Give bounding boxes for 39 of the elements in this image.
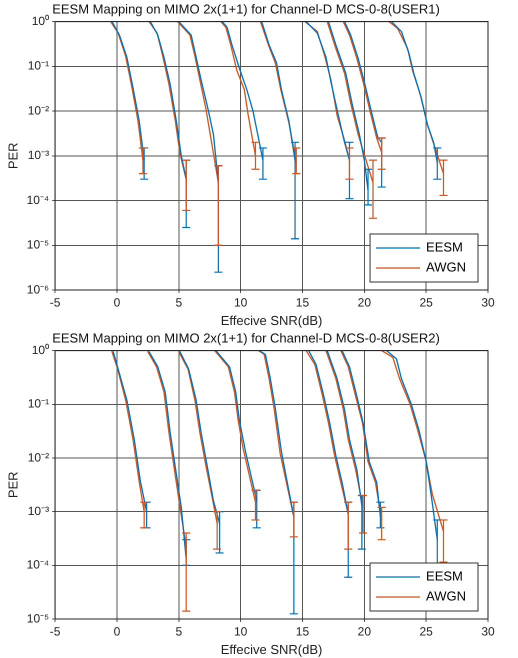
y-axis-title: PER: [5, 142, 20, 170]
chart-title: EESM Mapping on MIMO 2x(1+1) for Channel-D MCS-0-8(USER2): [52, 330, 440, 346]
x-axis-title: Effecive SNR(dB): [220, 312, 322, 328]
y-tick-label: 10⁻⁵: [26, 238, 50, 252]
x-tick-label: 5: [175, 624, 182, 639]
x-axis-title: Effecive SNR(dB): [220, 642, 322, 657]
x-tick-label: -5: [50, 296, 61, 310]
legend-label: AWGN: [426, 260, 466, 275]
x-tick-label: 0: [114, 624, 121, 639]
x-tick-label: 30: [481, 296, 495, 310]
x-tick-label: 0: [114, 296, 121, 310]
x-tick-label: 5: [175, 296, 182, 310]
y-tick-label: 10⁻²: [28, 450, 50, 464]
legend-label: EESM: [426, 568, 463, 584]
x-tick-label: 15: [296, 624, 310, 639]
y-tick-label: 10⁻⁵: [26, 611, 50, 626]
x-tick-label: 20: [358, 296, 372, 310]
legend-label: AWGN: [426, 588, 466, 604]
y-tick-label: 10⁻⁴: [26, 558, 50, 572]
y-tick-label: 10⁰: [32, 14, 50, 28]
y-axis-title: PER: [5, 471, 20, 498]
x-tick-label: 25: [419, 296, 434, 310]
x-tick-label: 15: [296, 296, 310, 310]
y-tick-label: 10⁻³: [28, 148, 50, 162]
y-tick-label: 10⁻³: [28, 504, 50, 518]
chart-title: EESM Mapping on MIMO 2x(1+1) for Channel-D MCS-0-8(USER1): [52, 1, 440, 16]
x-tick-label: 25: [419, 624, 434, 639]
x-tick-label: 30: [481, 624, 495, 639]
x-tick-label: 10: [234, 296, 248, 310]
x-tick-label: 10: [234, 624, 248, 639]
y-tick-label: 10⁻²: [28, 103, 50, 118]
y-tick-label: 10⁻⁴: [26, 192, 50, 207]
x-tick-label: -5: [50, 624, 61, 639]
y-tick-label: 10⁰: [32, 342, 50, 357]
y-tick-label: 10⁻¹: [28, 396, 50, 411]
x-tick-label: 20: [358, 624, 372, 639]
y-tick-label: 10⁻¹: [28, 58, 50, 73]
y-tick-label: 10⁻⁶: [26, 282, 50, 296]
legend-label: EESM: [426, 240, 463, 255]
